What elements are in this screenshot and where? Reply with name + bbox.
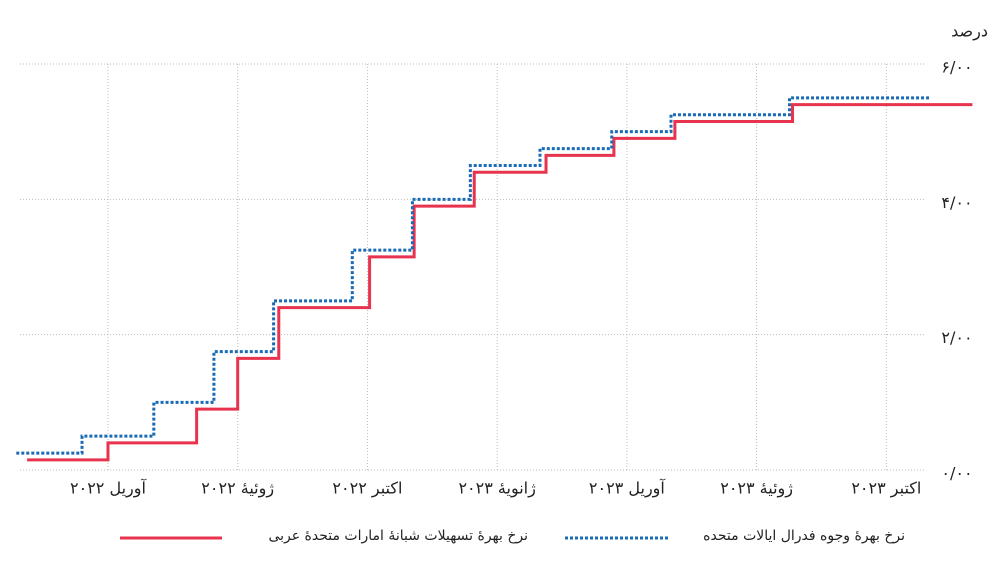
x-tick-label: اکتبر ۲۰۲۲ (332, 479, 402, 499)
x-tick-label: اکتبر ۲۰۲۳ (851, 479, 921, 499)
series-line (27, 103, 973, 462)
legend-label: نرخ بهرهٔ تسهیلات شبانهٔ امارات متحدهٔ ع… (268, 528, 528, 544)
x-tick-label: آوریل ۲۰۲۲ (70, 479, 147, 499)
x-tick-label: ژوئیهٔ ۲۰۲۳ (720, 479, 793, 499)
x-tick-label: آوریل ۲۰۲۳ (589, 479, 666, 499)
y-tick-label: ۶/۰۰ (941, 58, 972, 77)
legend-label: نرخ بهرهٔ وجوه فدرال ایالات متحده (703, 528, 905, 544)
y-tick-label: ۴/۰۰ (941, 193, 972, 212)
y-tick-label: ۲/۰۰ (941, 328, 972, 347)
y-tick-label: ۰/۰۰ (941, 464, 972, 483)
x-tick-label: ژانویهٔ ۲۰۲۳ (458, 479, 536, 499)
x-tick-label: ژوئیهٔ ۲۰۲۲ (201, 479, 274, 499)
unit-label: درصد (951, 22, 988, 42)
series-line (16, 96, 930, 455)
